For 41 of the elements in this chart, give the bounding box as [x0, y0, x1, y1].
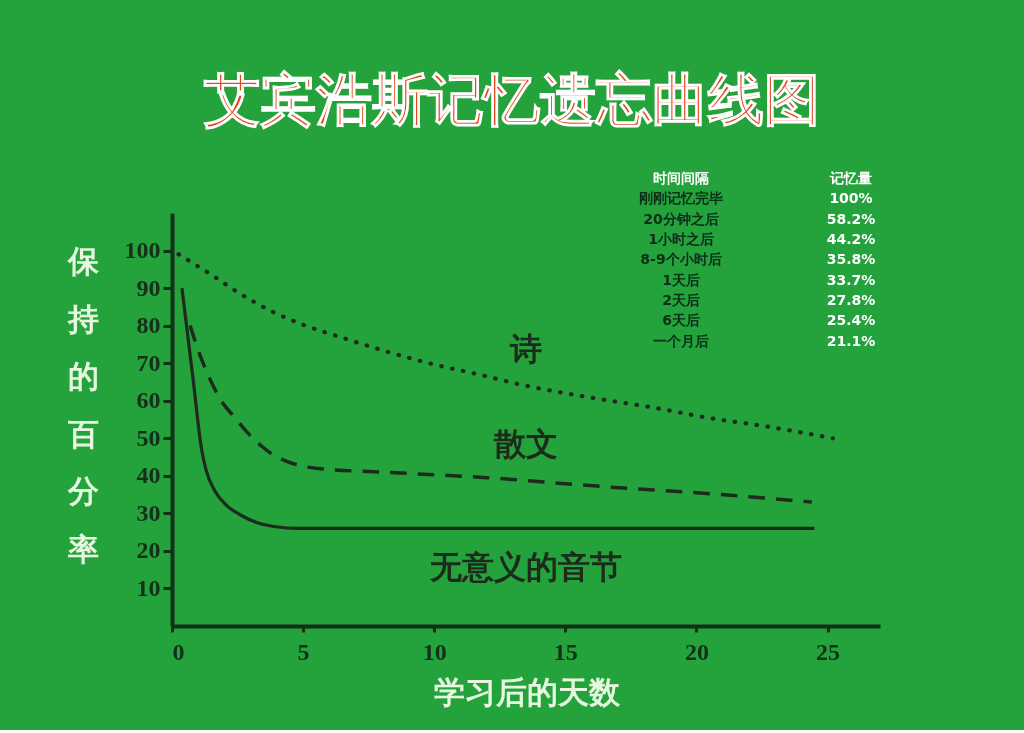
y-tick-label: 60 — [136, 387, 161, 414]
x-axis-title: 学习后的天数 — [433, 673, 621, 710]
category-label: 刚刚记忆完毕 — [639, 190, 723, 207]
text: 100% — [829, 190, 873, 207]
chart-title: 艾宾浩斯记忆遗忘曲线图 — [204, 67, 821, 132]
text: 27.8% — [826, 291, 876, 308]
category-label: 8-9个小时后 — [640, 251, 722, 268]
y-tick-label: 100 — [124, 237, 161, 264]
y-tick-label: 10 — [136, 574, 161, 601]
category-label: 6天后 — [662, 312, 700, 329]
category-label: 一个月后 — [653, 332, 709, 349]
category-label: 1天后 — [662, 271, 700, 288]
line-series — [180, 286, 817, 530]
y-tick-label: 70 — [136, 349, 161, 376]
y-tick-label: 40 — [136, 462, 161, 489]
y-tick-label: 20 — [136, 537, 161, 564]
text: 25.4% — [826, 312, 876, 329]
text: 35.8% — [826, 251, 876, 268]
category-label: 1小时之后 — [648, 231, 714, 248]
series-label: 无意义的音节 — [429, 549, 622, 586]
x-tick-label: 5 — [297, 638, 310, 665]
x-tick-label: 20 — [684, 638, 709, 665]
x-tick-label: 25 — [816, 638, 841, 665]
y-tick-label: 30 — [136, 499, 161, 526]
category-label: 20分钟之后 — [643, 210, 719, 227]
y-axis-title: 保持的百分率 — [67, 243, 100, 567]
text: 33.7% — [826, 271, 876, 288]
series-label: 散文 — [493, 425, 558, 462]
text: 记忆量 — [829, 170, 872, 187]
x-tick-label: 0 — [172, 638, 185, 665]
x-tick-label: 10 — [422, 638, 447, 665]
y-tick-label: 50 — [136, 424, 161, 451]
y-tick-label: 90 — [136, 274, 161, 301]
x-tick-label: 15 — [553, 638, 578, 665]
text: 58.2% — [826, 210, 876, 227]
series-label: 诗 — [509, 330, 542, 367]
category-label: 2天后 — [662, 291, 700, 308]
y-tick-label: 80 — [136, 312, 161, 339]
text: 44.2% — [826, 231, 876, 248]
text: 时间间隔 — [653, 170, 709, 187]
text: 21.1% — [826, 332, 876, 349]
